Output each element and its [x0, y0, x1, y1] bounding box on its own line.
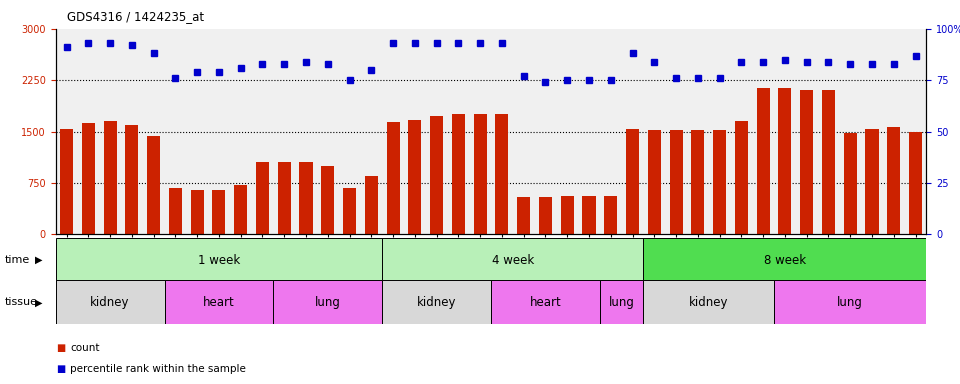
Bar — [561, 196, 574, 234]
Bar — [822, 91, 835, 234]
Text: 4 week: 4 week — [492, 254, 534, 266]
Bar — [164, 280, 274, 324]
Text: kidney: kidney — [90, 296, 130, 309]
Bar — [866, 129, 878, 234]
Text: ▶: ▶ — [35, 297, 42, 308]
Bar — [256, 162, 269, 234]
Bar — [408, 120, 421, 234]
Bar — [56, 280, 164, 324]
Text: tissue: tissue — [5, 297, 37, 308]
Bar — [517, 197, 530, 234]
Bar — [343, 189, 356, 234]
Text: kidney: kidney — [689, 296, 729, 309]
Text: lung: lung — [315, 296, 341, 309]
Bar — [274, 280, 382, 324]
Bar — [713, 130, 726, 234]
Bar — [300, 162, 313, 234]
Text: percentile rank within the sample: percentile rank within the sample — [70, 364, 246, 374]
Bar — [322, 166, 334, 234]
Bar — [643, 238, 926, 282]
Bar — [126, 125, 138, 234]
Bar — [191, 190, 204, 234]
Bar — [82, 123, 95, 234]
Bar — [212, 190, 226, 234]
Text: time: time — [5, 255, 30, 265]
Bar — [604, 196, 617, 234]
Bar — [800, 91, 813, 234]
Text: heart: heart — [204, 296, 235, 309]
Bar — [382, 280, 491, 324]
Bar — [774, 280, 926, 324]
Bar — [234, 185, 248, 234]
Text: count: count — [70, 343, 100, 353]
Text: ■: ■ — [56, 343, 65, 353]
Bar — [492, 280, 600, 324]
Bar — [430, 116, 444, 234]
Bar — [56, 238, 382, 282]
Bar — [473, 114, 487, 234]
Bar — [600, 280, 643, 324]
Text: lung: lung — [609, 296, 635, 309]
Bar — [60, 129, 73, 234]
Text: ■: ■ — [56, 364, 65, 374]
Bar — [495, 114, 509, 234]
Bar — [387, 122, 399, 234]
Bar — [626, 129, 639, 234]
Bar — [734, 121, 748, 234]
Text: lung: lung — [837, 296, 863, 309]
Bar — [277, 162, 291, 234]
Bar — [643, 280, 774, 324]
Text: ▶: ▶ — [35, 255, 42, 265]
Bar — [365, 176, 378, 234]
Bar — [779, 88, 791, 234]
Bar — [648, 130, 660, 234]
Text: 8 week: 8 week — [764, 254, 806, 266]
Bar — [909, 131, 922, 234]
Bar — [104, 121, 116, 234]
Text: 1 week: 1 week — [198, 254, 240, 266]
Bar — [887, 127, 900, 234]
Bar — [756, 88, 770, 234]
Bar — [382, 238, 643, 282]
Text: GDS4316 / 1424235_at: GDS4316 / 1424235_at — [67, 10, 204, 23]
Bar — [583, 196, 595, 234]
Bar — [691, 130, 705, 234]
Bar — [669, 130, 683, 234]
Bar — [169, 188, 182, 234]
Bar — [539, 197, 552, 234]
Bar — [452, 114, 465, 234]
Text: heart: heart — [530, 296, 562, 309]
Bar — [844, 133, 856, 234]
Text: kidney: kidney — [417, 296, 456, 309]
Bar — [147, 136, 160, 234]
